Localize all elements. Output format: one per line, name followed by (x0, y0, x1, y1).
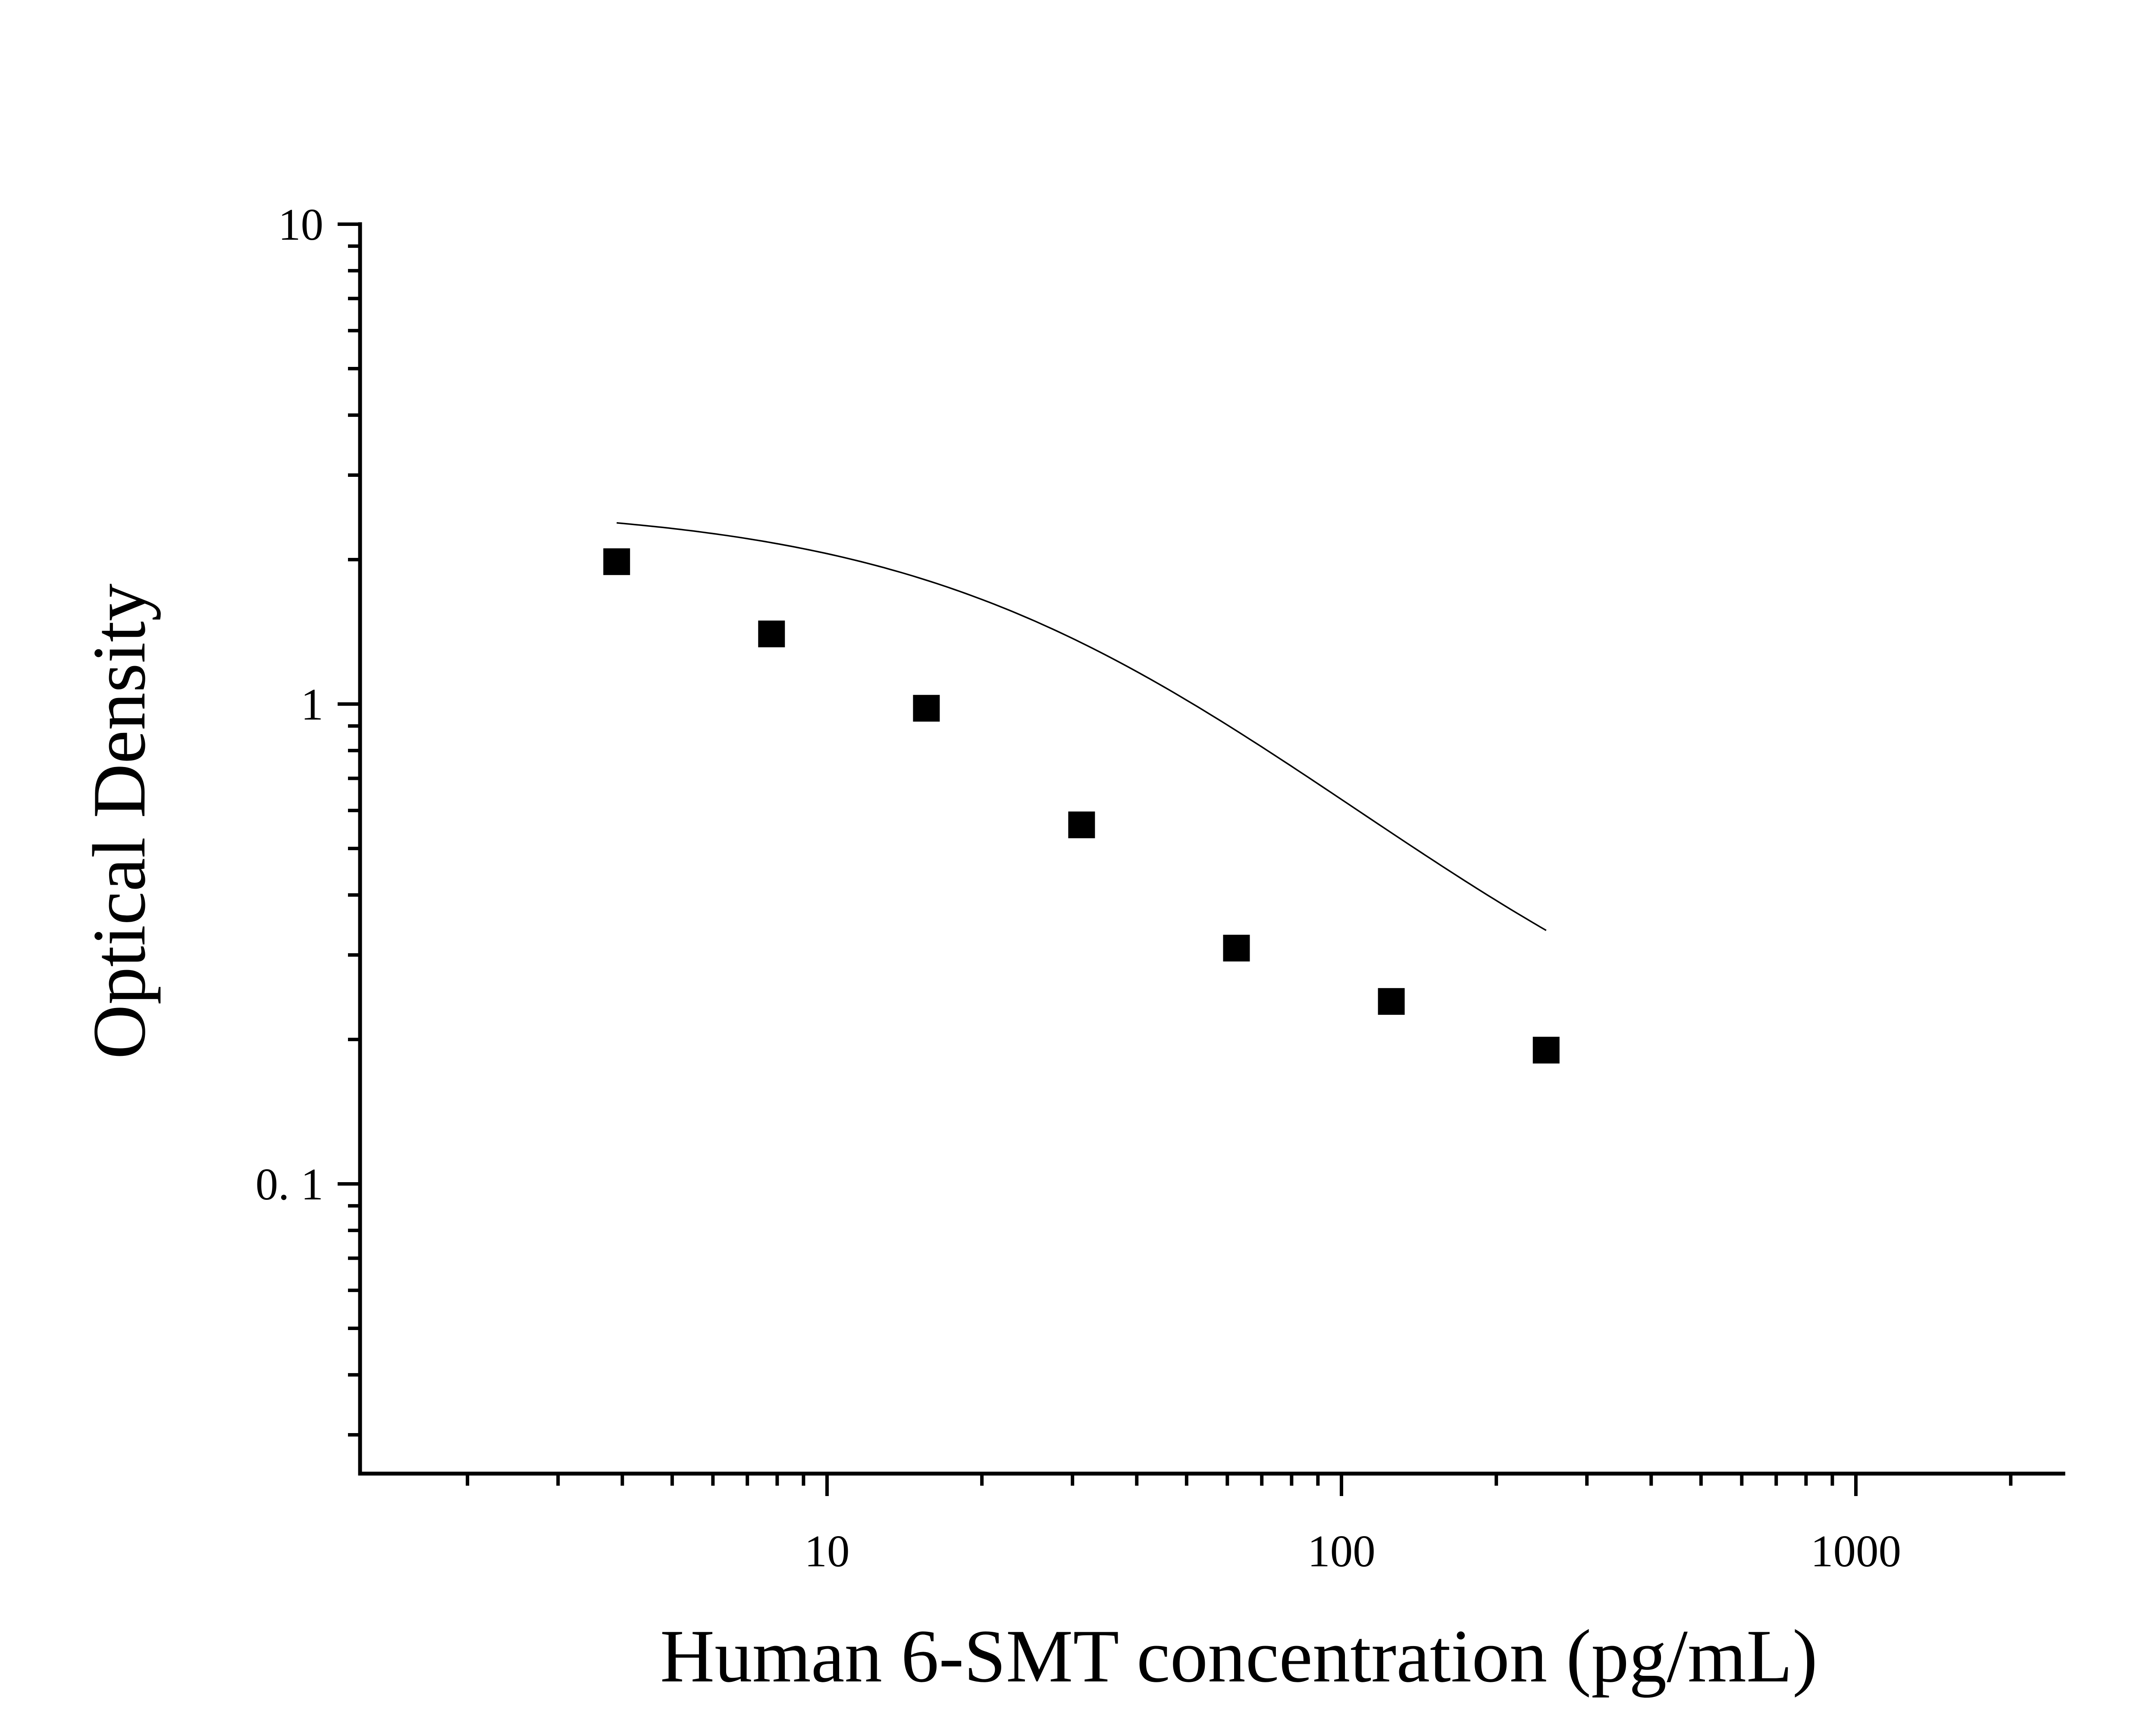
y-axis-title: Optical Density (77, 583, 161, 1059)
x-axis-ticks (466, 1474, 2013, 1496)
axes (358, 222, 2065, 1476)
data-point (913, 695, 940, 722)
data-point (1532, 1036, 1560, 1064)
y-axis-tick-labels: 0. 1 1 10 (256, 199, 324, 1209)
x-tick-label: 100 (1307, 1526, 1376, 1576)
y-tick-label: 1 (301, 679, 324, 729)
fit-curve (616, 522, 1547, 931)
data-point (758, 620, 785, 648)
data-point (1223, 935, 1250, 962)
x-axis-title: Human 6-SMT concentration (pg/mL) (660, 1614, 1818, 1698)
x-tick-label: 1000 (1811, 1526, 1901, 1576)
y-tick-label: 10 (278, 199, 323, 250)
data-point (603, 548, 630, 575)
data-point (1378, 988, 1405, 1015)
data-markers (603, 548, 1560, 1064)
x-axis-tick-labels: 10 100 1000 (805, 1526, 1902, 1576)
y-axis-ticks (338, 222, 360, 1437)
x-tick-label: 10 (805, 1526, 850, 1576)
data-point (1068, 811, 1095, 839)
y-tick-label: 0. 1 (256, 1159, 324, 1209)
